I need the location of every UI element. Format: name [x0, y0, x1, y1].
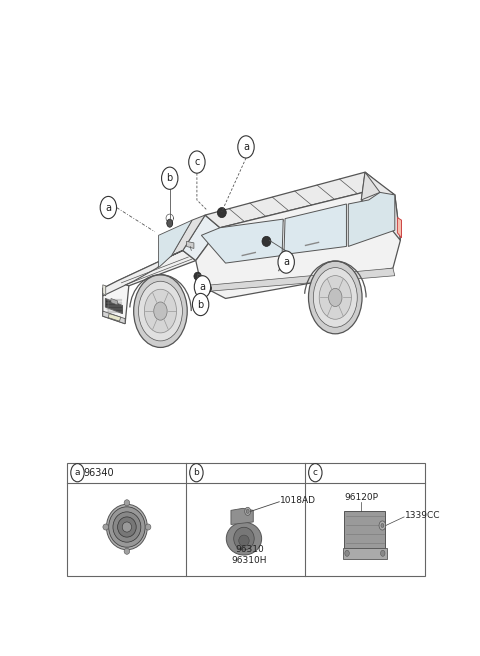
Ellipse shape	[194, 272, 202, 280]
Ellipse shape	[108, 507, 145, 547]
Circle shape	[100, 196, 117, 218]
Text: a: a	[243, 142, 249, 152]
Ellipse shape	[234, 527, 254, 550]
Polygon shape	[202, 268, 395, 292]
Circle shape	[190, 464, 203, 482]
Polygon shape	[103, 251, 183, 296]
Text: a: a	[283, 257, 289, 267]
Ellipse shape	[107, 504, 147, 550]
Circle shape	[313, 268, 357, 327]
Bar	[67, 462, 424, 576]
Circle shape	[71, 464, 84, 482]
Ellipse shape	[167, 220, 172, 226]
Ellipse shape	[145, 524, 151, 530]
Text: a: a	[106, 203, 111, 213]
Polygon shape	[172, 215, 205, 255]
Polygon shape	[196, 188, 400, 298]
Polygon shape	[284, 204, 347, 255]
Ellipse shape	[239, 535, 249, 546]
Bar	[343, 548, 387, 559]
Circle shape	[319, 276, 351, 319]
Circle shape	[309, 464, 322, 482]
Text: a: a	[200, 282, 205, 292]
Polygon shape	[103, 285, 106, 296]
Polygon shape	[108, 314, 120, 321]
Circle shape	[194, 276, 211, 298]
Text: c: c	[313, 468, 318, 477]
Polygon shape	[118, 251, 196, 286]
Ellipse shape	[124, 548, 130, 554]
Text: 96310
96310H: 96310 96310H	[232, 545, 267, 565]
Polygon shape	[348, 192, 395, 247]
Circle shape	[329, 289, 342, 306]
Ellipse shape	[122, 522, 132, 532]
Ellipse shape	[262, 236, 271, 247]
Text: b: b	[197, 300, 204, 310]
Ellipse shape	[226, 522, 262, 555]
Circle shape	[381, 550, 385, 556]
Text: c: c	[194, 157, 200, 167]
Polygon shape	[158, 220, 192, 268]
Circle shape	[345, 550, 349, 556]
Circle shape	[192, 293, 209, 316]
Polygon shape	[103, 311, 125, 323]
Bar	[345, 512, 385, 548]
Polygon shape	[202, 219, 283, 263]
Text: 96120P: 96120P	[344, 493, 378, 502]
Ellipse shape	[103, 524, 108, 530]
Circle shape	[189, 151, 205, 173]
Polygon shape	[186, 241, 194, 249]
Circle shape	[238, 136, 254, 158]
Circle shape	[246, 509, 249, 514]
Circle shape	[154, 302, 167, 320]
Circle shape	[144, 289, 177, 333]
Text: 1018AD: 1018AD	[280, 496, 316, 504]
Circle shape	[138, 281, 182, 341]
Circle shape	[309, 261, 362, 334]
Text: 1339CC: 1339CC	[405, 511, 440, 520]
Ellipse shape	[124, 500, 130, 506]
Circle shape	[162, 167, 178, 190]
Polygon shape	[106, 298, 122, 314]
Circle shape	[167, 219, 173, 227]
Text: 96340: 96340	[84, 468, 114, 478]
Polygon shape	[361, 172, 400, 240]
Circle shape	[245, 507, 251, 516]
Circle shape	[278, 251, 294, 273]
Ellipse shape	[203, 283, 211, 293]
Text: b: b	[193, 468, 199, 477]
Polygon shape	[361, 172, 380, 200]
Circle shape	[379, 521, 386, 530]
Polygon shape	[103, 281, 129, 323]
Polygon shape	[231, 508, 253, 525]
Ellipse shape	[113, 512, 141, 542]
Circle shape	[133, 275, 187, 348]
Ellipse shape	[217, 207, 226, 218]
Polygon shape	[205, 172, 384, 228]
Polygon shape	[397, 218, 401, 238]
Ellipse shape	[118, 517, 136, 537]
Text: b: b	[167, 173, 173, 183]
Circle shape	[381, 523, 384, 527]
Polygon shape	[183, 215, 220, 260]
Text: a: a	[75, 468, 80, 477]
Polygon shape	[111, 298, 118, 305]
